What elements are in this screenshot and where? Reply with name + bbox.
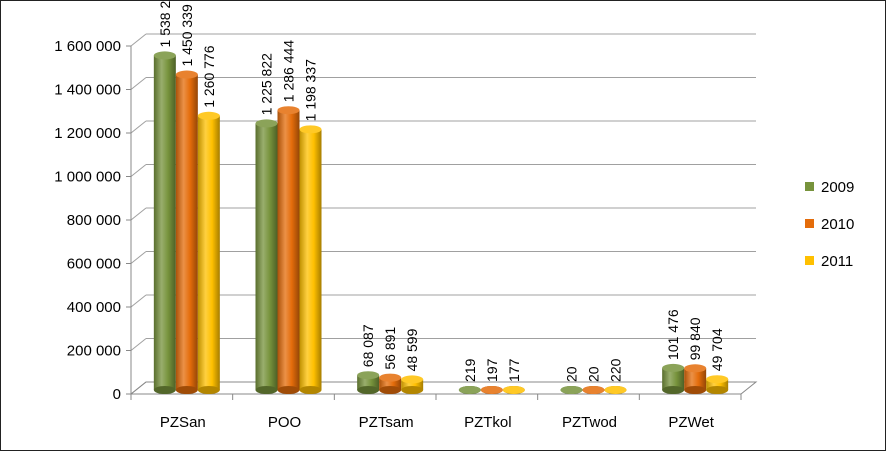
bar	[175, 70, 198, 394]
bar	[706, 375, 729, 394]
legend-label: 2009	[821, 179, 854, 196]
data-label: 101 476	[665, 309, 681, 360]
y-tick-label: 1 600 000	[54, 38, 121, 55]
x-tick-label: PZWet	[668, 414, 714, 431]
gridline	[130, 120, 756, 134]
bar	[379, 373, 402, 394]
bar	[153, 51, 176, 394]
y-tick-label: 1 000 000	[54, 169, 121, 186]
x-tick-label: PZTwod	[562, 414, 617, 431]
data-label: 177	[506, 358, 522, 382]
gridline	[130, 207, 756, 221]
data-label: 1 538 235	[157, 1, 173, 47]
bar	[197, 111, 220, 394]
data-label: 219	[462, 358, 478, 382]
gridline	[130, 77, 756, 90]
gridlines	[130, 33, 756, 395]
x-tick-label: PZTsam	[359, 414, 414, 431]
data-label: 1 198 337	[303, 59, 319, 121]
gridline	[130, 164, 756, 177]
data-label: 48 599	[404, 328, 420, 371]
legend-entry: 2011	[805, 253, 853, 270]
legend-entry: 2010	[805, 216, 854, 233]
y-tick-label: 400 000	[67, 299, 121, 316]
x-tick-labels: PZSan POO PZTsam PZTkol PZTwod PZWet	[160, 414, 715, 431]
bar	[401, 375, 424, 394]
bar	[662, 363, 685, 394]
bar	[684, 364, 707, 394]
bars	[153, 51, 729, 394]
data-labels: 1 538 235 1 450 339 1 260 776 1 225 822 1 28…	[157, 1, 725, 382]
bar	[604, 385, 627, 394]
data-label: 197	[484, 358, 500, 382]
legend-entry: 2009	[805, 179, 854, 196]
data-label: 1 286 444	[281, 40, 297, 102]
bar	[255, 119, 278, 394]
y-tick-label: 200 000	[67, 343, 121, 360]
x-tick-label: PZSan	[160, 414, 206, 431]
bar	[277, 106, 300, 394]
bar	[458, 385, 481, 394]
y-tick-label: 800 000	[67, 212, 121, 229]
gridline	[130, 294, 756, 308]
data-label: 49 704	[709, 328, 725, 371]
y-tick-label: 1 400 000	[54, 82, 121, 99]
x-tick-label: PZTkol	[464, 414, 512, 431]
gridline	[130, 251, 756, 264]
legend-swatch	[805, 182, 814, 191]
data-label: 1 260 776	[201, 45, 217, 107]
legend: 2009 2010 2011	[805, 179, 854, 270]
data-label: 1 225 822	[259, 53, 275, 115]
data-label: 20	[586, 366, 602, 382]
data-label: 1 450 339	[179, 4, 195, 66]
bar	[502, 385, 525, 394]
data-label: 68 087	[360, 324, 376, 367]
y-tick-label: 1 200 000	[54, 125, 121, 142]
bar	[582, 385, 605, 394]
data-label: 99 840	[687, 317, 703, 360]
y-tick-label: 600 000	[67, 256, 121, 273]
legend-swatch	[805, 219, 814, 228]
gridline	[130, 338, 756, 351]
bar	[560, 385, 583, 394]
bar	[299, 125, 322, 394]
data-label: 56 891	[382, 327, 398, 370]
y-tick-label: 0	[113, 386, 121, 403]
legend-swatch	[805, 256, 814, 265]
legend-label: 2010	[821, 216, 854, 233]
y-tick-labels: 0 200 000 400 000 600 000 800 000 1 000 000 1 …	[54, 38, 121, 403]
data-label: 220	[608, 358, 624, 382]
axes	[126, 45, 758, 400]
gridline	[130, 33, 756, 47]
data-label: 20	[564, 366, 580, 382]
bar	[357, 371, 380, 394]
legend-label: 2011	[821, 253, 853, 270]
bar	[480, 385, 503, 394]
x-tick-label: POO	[268, 414, 301, 431]
